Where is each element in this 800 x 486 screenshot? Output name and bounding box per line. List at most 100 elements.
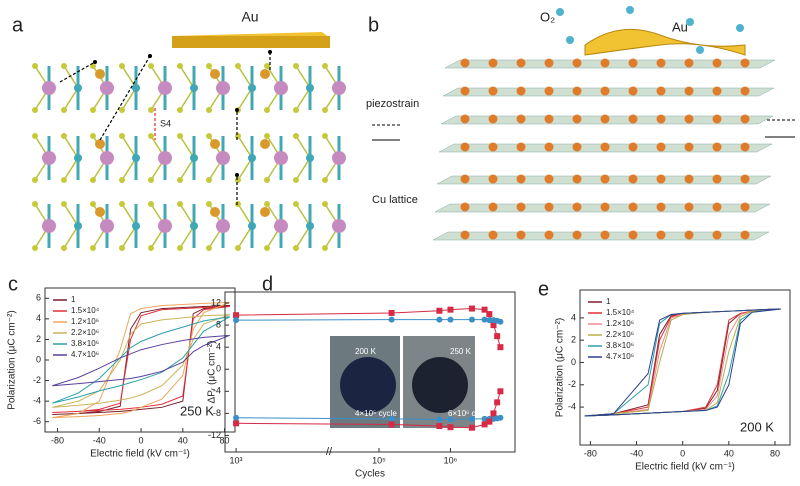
panel-label: d [262,273,273,295]
cu-ion [572,230,582,240]
sulfur-atom [206,201,212,207]
data-point [497,344,504,351]
data-point [486,317,493,324]
metal-atom [216,151,230,165]
cu-atom [190,222,198,230]
metal-atom [100,151,114,165]
y-tick-label: 2 [571,335,576,345]
y-tick-label: -4 [568,401,576,411]
cu-ion [460,58,470,68]
metal-atom [332,151,346,165]
sulfur-atom [206,177,212,183]
cu-ion [628,86,638,96]
sulfur-atom [264,107,270,113]
cu-atom [74,154,82,162]
sulfur-atom [235,177,241,183]
bond [179,135,195,159]
cu-ion [572,174,582,184]
arrow-head [93,60,97,64]
panel-label: a [12,14,24,36]
legend-label: 1.2×10⁶ [606,319,634,328]
metal-atom [100,219,114,233]
strain-label: piezostrain [366,98,419,110]
cu-ion [516,202,526,212]
data-point [233,420,240,427]
bond [295,135,311,159]
bond [63,225,79,249]
gold-label: Au [241,9,258,25]
ion [260,139,270,149]
sulfur-atom [264,201,270,207]
cu-ion [712,230,722,240]
cu-ion [572,58,582,68]
data-point [436,416,443,423]
lattice-label: Cu lattice [372,194,418,206]
series-line [52,316,231,404]
sulfur-atom [322,63,328,69]
cu-ion [712,142,722,152]
schematics [32,6,795,251]
annotation: 4×10⁵ cycle [355,409,397,418]
oxygen [626,6,634,14]
sulfur-atom [119,245,125,251]
cu-ion [516,114,526,124]
cu-ion [544,86,554,96]
cu-ion [740,202,750,212]
sulfur-atom [119,177,125,183]
y-tick-label: 4 [36,313,41,323]
panel-label: e [538,278,549,300]
cu-atom [132,84,140,92]
sulfur-atom [148,177,154,183]
cu-ion [600,86,610,96]
sulfur-atom [293,107,299,113]
bond [237,135,253,159]
sulfur-atom [32,107,38,113]
metal-atom [158,219,172,233]
sulfur-atom [206,107,212,113]
gold-label: Au [672,19,688,34]
sulfur-atom [206,245,212,251]
y-axis-label: Polarization (μC cm⁻²) [7,310,18,409]
legend-label: 4.7×10⁶ [71,350,99,359]
cu-atom [74,84,82,92]
cu-atom [306,154,314,162]
x-tick-label: 10³ [230,455,243,465]
metal-atom [42,151,56,165]
data-point [497,318,504,325]
cu-ion [656,174,666,184]
y-axis-label: Polarization (μC cm⁻²) [555,318,566,417]
oxygen [566,36,574,44]
sulfur-atom [264,133,270,139]
cu-ion [572,142,582,152]
y-tick-label: -12 [208,430,221,440]
data-point [481,306,488,313]
bond [121,87,137,111]
metal-atom [100,81,114,95]
data-point [497,414,504,421]
sulfur-atom [293,133,299,139]
sulfur-atom [90,201,96,207]
y-tick-label: -4 [33,396,41,406]
bond [121,135,137,159]
cu-atom [248,154,256,162]
sulfur-atom [206,133,212,139]
cu-ion [460,86,470,96]
data-point [447,306,454,313]
sulfur-atom [61,107,67,113]
oxygen [686,18,694,26]
cu-ion [460,230,470,240]
bond [237,87,253,111]
x-tick-label: 40 [178,435,188,445]
cu-ion [656,58,666,68]
y-tick-label: 0 [571,357,576,367]
cu-atom [132,222,140,230]
sulfur-atom [322,107,328,113]
bond [295,203,311,227]
plot-frame [579,289,791,446]
bond [295,65,311,89]
cu-ion [712,114,722,124]
legend-label: 3.8×10⁶ [606,341,634,350]
legend-label: 4.7×10⁶ [606,352,634,361]
x-tick-label: 80 [770,448,780,458]
data-point [490,322,497,329]
